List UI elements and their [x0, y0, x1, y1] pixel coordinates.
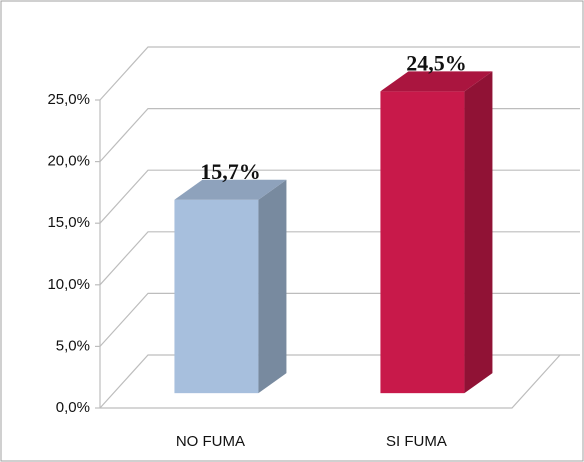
bar-top	[174, 179, 287, 200]
y-tick-label: 0,0%	[56, 399, 90, 416]
floor-edge	[100, 354, 561, 409]
x-tick-label: NO FUMA	[176, 433, 245, 450]
data-label: 15,7%	[200, 159, 261, 184]
bar-top	[380, 71, 493, 92]
y-tick-label: 20,0%	[47, 153, 90, 170]
y-tick-label: 10,0%	[47, 276, 90, 293]
grid-line	[99, 46, 580, 101]
x-tick-label: SI FUMA	[386, 433, 447, 450]
data-label: 24,5%	[406, 50, 467, 75]
bar-side	[258, 179, 287, 394]
bar-front	[380, 91, 465, 394]
y-tick-label: 5,0%	[56, 337, 90, 354]
y-tick-label: 15,0%	[47, 214, 90, 231]
bar-side	[464, 71, 493, 394]
y-tick-label: 25,0%	[47, 91, 90, 108]
bar-front	[174, 199, 259, 394]
